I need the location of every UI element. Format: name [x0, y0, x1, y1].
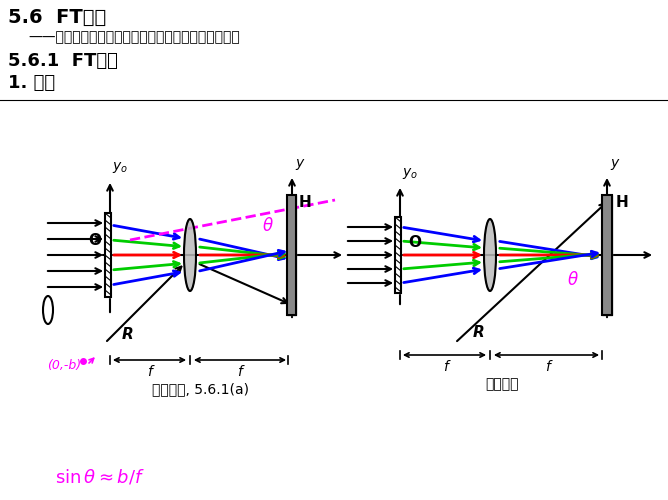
Text: 1. 记录: 1. 记录: [8, 74, 55, 92]
Text: H: H: [616, 195, 629, 210]
Text: $\theta$: $\theta$: [567, 271, 579, 289]
Text: $\theta$: $\theta$: [262, 217, 274, 235]
Bar: [602, 195, 612, 315]
Text: 5.6.1  FT全息: 5.6.1 FT全息: [8, 52, 118, 70]
Bar: [395, 217, 401, 293]
Text: $\sin\theta \approx b/f$: $\sin\theta \approx b/f$: [55, 468, 145, 487]
Text: f: f: [545, 360, 550, 374]
Text: 记录光路, 5.6.1(a): 记录光路, 5.6.1(a): [152, 382, 248, 396]
Text: f: f: [443, 360, 448, 374]
Text: O: O: [408, 235, 421, 250]
Ellipse shape: [484, 219, 496, 291]
Ellipse shape: [43, 296, 53, 324]
Text: f: f: [148, 365, 152, 379]
Bar: [395, 217, 401, 293]
Text: $y_o$: $y_o$: [112, 160, 128, 175]
Ellipse shape: [184, 219, 196, 291]
Text: 记录光路: 记录光路: [486, 377, 519, 391]
Bar: [287, 195, 296, 315]
Text: $y_o$: $y_o$: [402, 166, 418, 181]
Text: f: f: [238, 365, 242, 379]
Text: O: O: [88, 233, 101, 248]
Text: (0,-b): (0,-b): [47, 358, 81, 372]
Text: $y$: $y$: [610, 157, 621, 172]
Text: ——参考光波与物体（或图像）的频谱干涉记录全息图: ——参考光波与物体（或图像）的频谱干涉记录全息图: [28, 30, 240, 44]
Bar: [602, 195, 612, 315]
Bar: [287, 195, 296, 315]
Bar: [105, 213, 111, 297]
Text: 5.6  FT全息: 5.6 FT全息: [8, 8, 106, 27]
Text: $y$: $y$: [295, 157, 306, 172]
Text: H: H: [299, 195, 312, 210]
Bar: [105, 213, 111, 297]
Text: R: R: [122, 327, 134, 342]
Text: R: R: [473, 325, 485, 340]
